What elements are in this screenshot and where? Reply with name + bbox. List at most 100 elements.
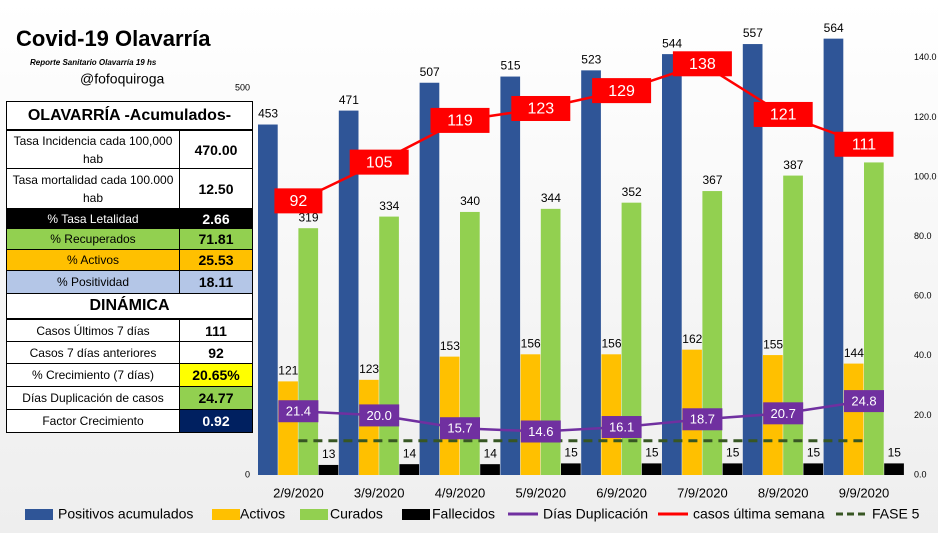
bar-label: 13: [322, 447, 336, 461]
legend-swatch: [212, 509, 240, 520]
row-value: 92: [208, 344, 224, 361]
bar-label: 15: [888, 446, 902, 460]
label-box: [763, 402, 804, 425]
label-box: [592, 78, 652, 104]
row-value: 25.53: [198, 252, 234, 268]
label-box: [753, 101, 813, 127]
label-box: [430, 107, 490, 133]
line-label: 24.8: [851, 394, 876, 409]
row-value: 2.66: [202, 210, 230, 227]
bar-label: 352: [622, 185, 642, 199]
table-row: % Positividad 18.11: [7, 270, 252, 293]
bar-label: 387: [783, 158, 803, 172]
row-value: 111: [205, 322, 227, 339]
bar: [641, 463, 662, 475]
table-row: % Activos 25.53: [7, 249, 252, 270]
table-row: Factor Crecimiento 0.92: [7, 409, 252, 432]
y2-tick-label: 100.0: [914, 171, 937, 181]
bar-label: 544: [662, 36, 682, 50]
y2-tick-label: 60.0: [914, 291, 932, 301]
title: Covid-19 Olavarría: [16, 26, 211, 51]
legend-label: Curados: [330, 506, 383, 522]
row-label: Factor Crecimiento: [7, 410, 180, 432]
bar: [662, 54, 682, 476]
bar-label: 156: [521, 336, 541, 350]
legend-swatch: [25, 509, 53, 520]
bar: [742, 44, 763, 476]
y2-tick-label: 20.0: [914, 410, 932, 420]
line-label: 14.6: [528, 424, 553, 439]
bar: [460, 211, 480, 475]
bar-label: 144: [844, 346, 864, 360]
bar-label: 14: [484, 446, 498, 460]
line-label: 15.7: [447, 421, 472, 436]
y-tick-label: 0: [245, 469, 250, 479]
table-row: % Recuperados 71.81: [7, 228, 252, 249]
line-label: 20.7: [771, 406, 796, 421]
line-label: 111: [852, 136, 876, 153]
row-label: Casos 7 días anteriores: [7, 342, 180, 363]
bar-label: 453: [258, 107, 278, 121]
bar: [884, 463, 904, 475]
label-box: [834, 131, 894, 157]
bar: [379, 216, 399, 475]
row-value: 20.65%: [180, 364, 252, 386]
bar-label: 162: [682, 332, 702, 346]
legend-swatch: [402, 509, 430, 520]
line-label: 123: [527, 101, 554, 118]
row-label: % Activos: [7, 250, 180, 270]
row-label: Días Duplicación de casos: [7, 387, 180, 409]
table-row: Casos Últimos 7 días 111: [7, 319, 252, 341]
legend-label: Positivos acumulados: [58, 506, 193, 522]
x-tick-label: 9/9/2020: [839, 485, 890, 500]
table-dinamica: DINÁMICA Casos Últimos 7 días 111 Casos 7 d…: [6, 293, 253, 433]
handle: @fofoquiroga: [80, 71, 164, 87]
y2-tick-label: 80.0: [914, 231, 932, 241]
x-tick-label: 6/9/2020: [596, 485, 647, 500]
label-box: [520, 420, 561, 443]
row-value: 24.77: [180, 387, 252, 409]
legend-label: Activos: [240, 506, 285, 522]
bar-label: 564: [824, 21, 844, 35]
y2-tick-label: 120.0: [914, 112, 937, 122]
line: [297, 62, 865, 202]
y2-tick-label: 140.0: [914, 52, 937, 62]
table-row: Tasa Incidencia cada 100,000 hab 470.00: [7, 130, 252, 168]
bar: [540, 208, 561, 475]
table-row: Días Duplicación de casos 24.77: [7, 386, 252, 409]
legend-label: casos última semana: [693, 506, 825, 522]
legend-swatch: [300, 509, 328, 520]
table-title: DINÁMICA: [7, 294, 252, 319]
table-title: OLAVARRÍA -Acumulados-: [7, 102, 252, 130]
bar: [419, 82, 440, 476]
row-label: % Positividad: [7, 271, 180, 293]
bar: [561, 463, 581, 475]
legend-label: FASE 5: [872, 506, 920, 522]
bar: [621, 202, 642, 476]
table-row: Tasa mortalidad cada 100.000 hab 12.50: [7, 168, 252, 208]
row-value: 470.00: [194, 141, 238, 158]
x-tick-label: 8/9/2020: [758, 485, 809, 500]
row-value: 12.50: [198, 180, 234, 197]
line-label: 18.7: [690, 412, 715, 427]
label-box: [511, 95, 571, 121]
x-tick-label: 2/9/2020: [273, 485, 324, 500]
bar-label: 334: [379, 199, 399, 213]
bar-label: 319: [298, 210, 318, 224]
bar: [520, 354, 541, 475]
bar-label: 121: [278, 364, 298, 378]
bar: [783, 175, 803, 475]
bar: [359, 379, 379, 475]
label-box: [682, 408, 723, 431]
bar-label: 367: [702, 173, 722, 187]
bar: [258, 124, 278, 475]
bar-label: 15: [645, 446, 659, 460]
bar-label: 14: [403, 446, 417, 460]
row-value: 71.81: [198, 231, 234, 247]
line-label: 138: [689, 56, 716, 73]
label-box: [844, 390, 884, 413]
line-label: 105: [366, 154, 393, 171]
row-label: % Tasa Letalidad: [7, 209, 180, 228]
bar-label: 153: [440, 339, 460, 353]
bar-label: 123: [359, 362, 379, 376]
